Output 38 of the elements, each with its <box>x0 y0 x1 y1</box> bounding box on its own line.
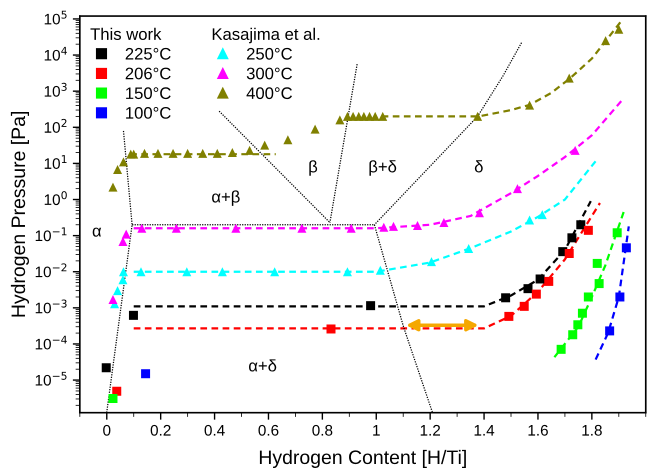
x-tick-label: 0 <box>103 424 110 436</box>
y-axis-title: Hydrogen Pressure [Pa] <box>10 112 30 317</box>
y-tick-label: 10$^{−1}$ <box>36 227 66 242</box>
x-tick-label: 1.4 <box>474 425 494 436</box>
annotation: β <box>309 160 318 176</box>
legend-label: 400°C <box>246 87 292 100</box>
y-tick-label: 10$^{−2}$ <box>36 263 66 278</box>
y-tick-label: 10$^{4}$ <box>44 46 67 61</box>
annotation: α <box>92 228 102 237</box>
x-tick-label: 1.8 <box>582 424 602 436</box>
y-tick-label: 10$^{−4}$ <box>36 336 67 350</box>
annotation: β+δ <box>369 160 396 176</box>
legend-label: 206°C <box>126 68 171 80</box>
legend-label: 225°C <box>126 48 171 60</box>
annotation: Kasajima et al. <box>212 28 320 44</box>
legend-label: 150°C <box>126 87 171 100</box>
annotation: This work <box>90 28 162 40</box>
x-tick-label: 0.6 <box>258 424 278 436</box>
annotation: α+δ <box>249 359 276 372</box>
legend-label: 250°C <box>246 48 292 60</box>
x-tick-label: 1.6 <box>528 424 548 436</box>
y-tick-label: 10$^{5}$ <box>44 10 67 25</box>
y-tick-label: 10$^{2}$ <box>44 118 66 133</box>
legend-label: 300°C <box>246 68 292 80</box>
y-tick-label: 10$^{−5}$ <box>36 372 67 386</box>
annotation: δ <box>474 160 483 172</box>
x-tick-label: 0.2 <box>150 424 171 436</box>
y-tick-label: 10$^{−3}$ <box>36 299 67 314</box>
y-tick-label: 10$^{1}$ <box>44 155 67 169</box>
x-tick-label: 0.8 <box>312 424 332 436</box>
x-axis-title: Hydrogen Content [H/Ti] <box>260 450 466 468</box>
annotation: α+β <box>212 190 240 206</box>
legend-label: 100°C <box>126 107 171 119</box>
y-tick-label: 10$^{3}$ <box>44 82 67 97</box>
x-tick-label: 0.4 <box>204 424 225 436</box>
x-tick-label: 1.2 <box>420 424 440 436</box>
y-tick-label: 10$^{0}$ <box>44 191 67 206</box>
x-tick-label: 1 <box>373 425 380 436</box>
